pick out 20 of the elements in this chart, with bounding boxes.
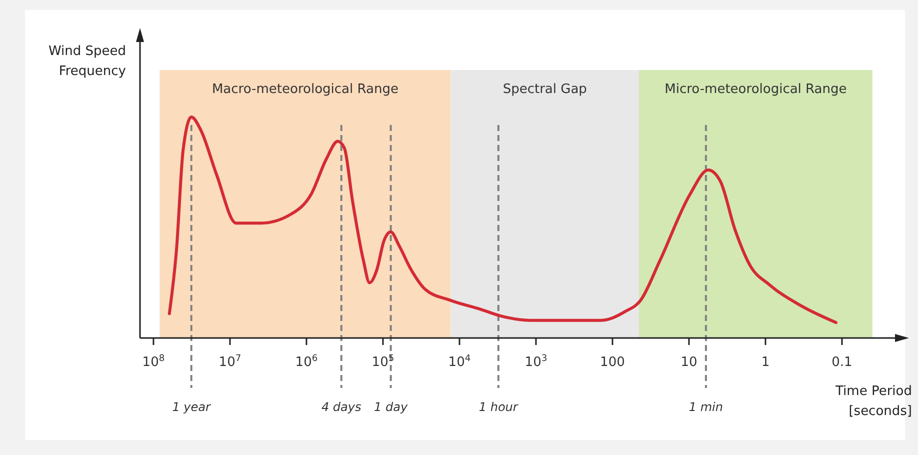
x-axis-title: Time Period [seconds] bbox=[834, 384, 912, 419]
x-tick-label: 10$^{7}$ bbox=[218, 354, 242, 370]
band-label: Spectral Gap bbox=[502, 82, 587, 97]
ref-line-label: 1 hour bbox=[478, 400, 519, 414]
x-tick-label: 10$^{8}$ bbox=[142, 354, 165, 370]
band-label: Micro-meteorological Range bbox=[664, 82, 847, 97]
ref-line-label: 1 year bbox=[172, 400, 212, 414]
x-tick-label: 10$^{6}$ bbox=[295, 354, 318, 370]
y-axis-title: Wind Speed Frequency bbox=[48, 44, 126, 79]
x-tick-label: 10$^{5}$ bbox=[372, 354, 394, 370]
x-tick-label: 10$^{3}$ bbox=[524, 354, 548, 370]
x-tick-label: 10$^{4}$ bbox=[448, 354, 471, 370]
x-tick-label: 100 bbox=[600, 355, 625, 370]
band-label: Macro-meteorological Range bbox=[212, 82, 398, 97]
ref-line-label: 1 day bbox=[374, 400, 408, 414]
x-tick-label: 0.1 bbox=[832, 355, 852, 370]
x-tick-label: 1 bbox=[761, 355, 770, 370]
ref-line-label: 4 days bbox=[321, 400, 362, 414]
ref-line-label: 1 min bbox=[688, 400, 723, 414]
x-tick-label: 10 bbox=[680, 355, 698, 370]
